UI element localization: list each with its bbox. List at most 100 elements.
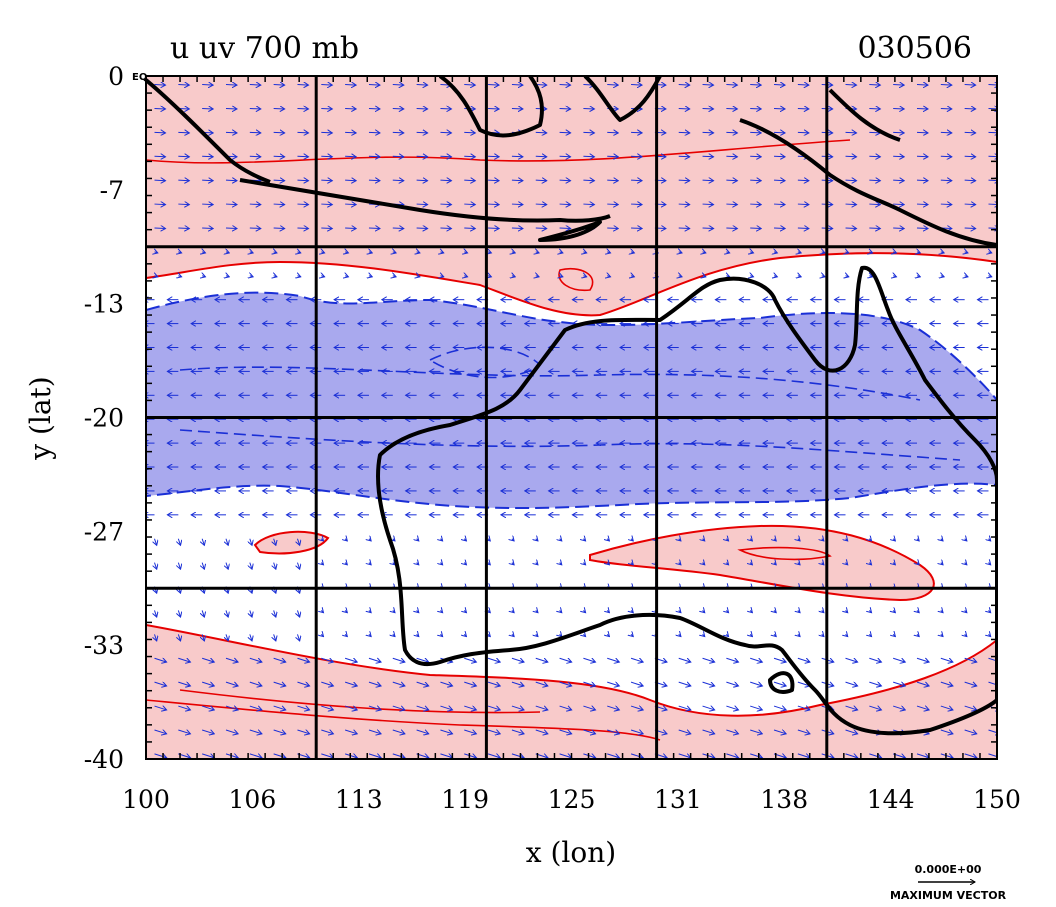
wind-vector <box>988 634 990 636</box>
wind-vector <box>869 610 871 612</box>
wind-vector <box>368 754 381 758</box>
tasmania-coastline <box>768 671 795 694</box>
wind-vector <box>178 538 180 546</box>
wind-vector <box>464 539 466 541</box>
wind-vector <box>678 132 690 133</box>
wind-vector <box>417 539 419 541</box>
wind-vector <box>368 228 380 229</box>
wind-vector <box>988 276 991 277</box>
wind-vector <box>559 706 572 710</box>
y-tick-label: -27 <box>84 517 124 546</box>
wind-vector <box>750 85 761 86</box>
wind-vector <box>702 658 715 662</box>
wind-vector <box>440 252 443 253</box>
wind-vector <box>202 730 214 734</box>
wind-vector <box>392 706 405 710</box>
wind-vector <box>893 610 895 612</box>
wind-vector <box>726 563 728 565</box>
vector-legend-value: 0.000E+00 <box>915 863 982 876</box>
wind-vector <box>798 563 800 565</box>
wind-vector <box>297 204 308 205</box>
wind-vector <box>154 228 166 229</box>
wind-vector <box>416 682 429 686</box>
wind-vector <box>273 180 285 181</box>
y-tick-label: -40 <box>84 745 124 774</box>
wind-vector <box>393 276 396 277</box>
wind-vector <box>417 563 419 565</box>
wind-vector <box>869 634 871 636</box>
date-label: 030506 <box>857 31 972 66</box>
wind-vector <box>940 204 952 205</box>
wind-vector <box>750 228 761 229</box>
wind-vector <box>440 132 451 133</box>
wind-vector <box>155 276 158 277</box>
wind-vector <box>822 539 824 541</box>
wind-vector <box>916 682 929 686</box>
wind-vector <box>916 180 928 181</box>
wind-vector <box>274 634 276 641</box>
wind-vector <box>726 682 738 686</box>
wind-vector <box>535 132 547 133</box>
wind-vector <box>249 108 261 109</box>
wind-vector <box>607 85 618 86</box>
wind-vector <box>703 634 705 636</box>
wind-vector <box>202 204 213 205</box>
wind-vector <box>774 132 785 133</box>
wind-vector <box>941 634 943 636</box>
wind-vector <box>869 706 881 710</box>
wind-vector <box>321 706 333 710</box>
wind-vector <box>178 634 180 641</box>
wind-vector <box>726 132 737 133</box>
wind-vector <box>797 228 809 229</box>
wind-vector <box>917 539 919 541</box>
wind-vector <box>321 682 333 686</box>
wind-vector <box>440 706 452 710</box>
wind-vector <box>202 228 213 229</box>
wind-vector <box>559 204 571 205</box>
wind-vector <box>916 706 929 710</box>
wind-vector <box>964 228 976 229</box>
wind-vector <box>368 108 380 109</box>
wind-vector <box>822 634 824 636</box>
wind-vector <box>774 156 785 157</box>
wind-vector <box>726 204 737 205</box>
wind-vector <box>321 276 324 277</box>
wind-vector <box>869 539 871 541</box>
wind-vector <box>273 85 285 86</box>
wind-vector <box>750 132 761 133</box>
wind-vector <box>417 276 420 277</box>
wind-vector <box>726 658 738 662</box>
wind-vector <box>273 108 285 109</box>
wind-vector <box>583 682 595 686</box>
wind-vector <box>368 132 380 133</box>
wind-vector <box>893 156 904 157</box>
wind-vector <box>488 180 499 181</box>
wind-vector <box>916 85 928 86</box>
wind-vector <box>535 204 547 205</box>
wind-vector <box>488 276 491 277</box>
wind-vector <box>250 562 252 570</box>
wind-vector <box>273 132 285 133</box>
x-tick-label: 100 <box>122 785 170 814</box>
wind-vector <box>916 156 928 157</box>
wind-vector <box>774 108 785 109</box>
wind-vector <box>797 730 810 734</box>
wind-vector <box>917 563 919 565</box>
wind-vector <box>368 156 380 157</box>
wind-vector <box>512 539 514 541</box>
wind-vector <box>559 132 571 133</box>
wind-vector <box>249 682 262 686</box>
wind-vector <box>702 228 714 229</box>
wind-vector <box>345 539 347 541</box>
wind-vector <box>464 156 475 157</box>
wind-vector <box>893 204 904 205</box>
wind-vector <box>726 228 737 229</box>
wind-vector <box>250 538 252 546</box>
wind-vector <box>869 132 880 133</box>
wind-vector <box>703 276 706 277</box>
wind-vector <box>155 252 158 253</box>
wind-vector <box>583 706 595 710</box>
wind-vector <box>964 180 976 181</box>
wind-vector <box>464 276 467 277</box>
